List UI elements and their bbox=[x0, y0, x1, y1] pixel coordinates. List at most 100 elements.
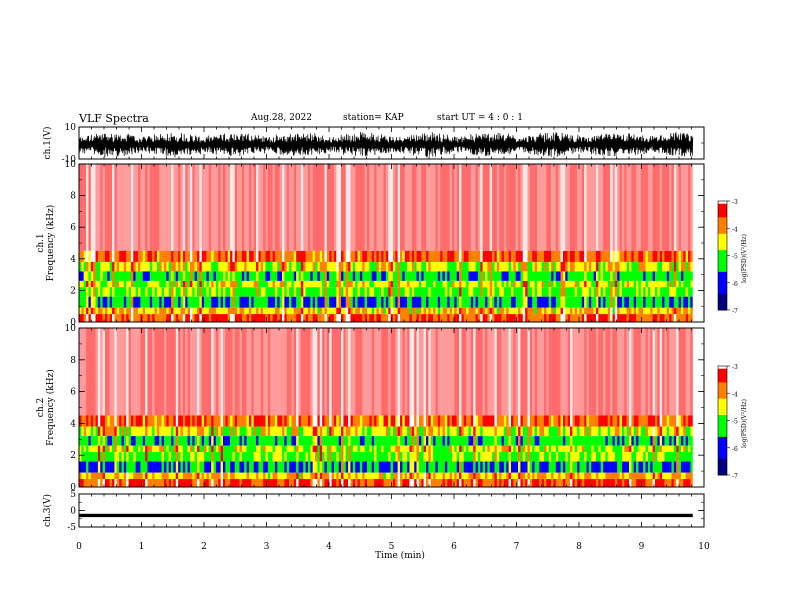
spectro-cell bbox=[156, 472, 160, 480]
spectro-cell bbox=[539, 472, 542, 480]
spectro-cell bbox=[102, 328, 106, 416]
spectro-cell bbox=[614, 271, 618, 281]
spectro-cell bbox=[548, 164, 552, 251]
spectro-cell bbox=[454, 280, 457, 288]
spectro-cell bbox=[322, 280, 325, 288]
spectro-cell bbox=[581, 445, 585, 453]
spectro-cell bbox=[414, 271, 417, 281]
spectro-cell bbox=[258, 415, 261, 427]
spectro-cell bbox=[555, 436, 559, 446]
spectro-cell bbox=[362, 415, 365, 427]
spectro-cell bbox=[532, 415, 535, 427]
spectro-cell bbox=[461, 296, 464, 308]
spectro-cell bbox=[369, 296, 372, 308]
spectro-cell bbox=[234, 328, 238, 416]
spectro-cell bbox=[603, 436, 606, 446]
spectro-cell bbox=[329, 287, 332, 297]
spectro-cell bbox=[182, 479, 186, 487]
spectro-cell bbox=[220, 307, 224, 315]
spectro-cell bbox=[331, 314, 335, 322]
spectro-cell bbox=[614, 164, 618, 251]
spectro-cell bbox=[369, 307, 372, 315]
spectro-cell bbox=[81, 328, 84, 416]
spectro-cell bbox=[440, 452, 443, 462]
spectro-cell bbox=[463, 445, 467, 453]
spectro-cell bbox=[284, 436, 287, 446]
spectro-cell bbox=[161, 415, 165, 427]
spectro-cell bbox=[626, 415, 630, 427]
start-ut-label: start UT = 4 : 0 : 1 bbox=[437, 113, 523, 123]
spectro-cell bbox=[83, 452, 87, 462]
spectro-cell bbox=[211, 307, 214, 315]
spectro-cell bbox=[145, 261, 148, 272]
spectro-cell bbox=[215, 280, 219, 288]
spectro-cell bbox=[395, 296, 398, 308]
spectro-cell bbox=[215, 472, 219, 480]
spectro-cell bbox=[163, 271, 167, 281]
spectro-cell bbox=[178, 307, 181, 315]
spectro-cell bbox=[324, 461, 328, 473]
spectro-cell bbox=[397, 164, 401, 251]
spectro-cell bbox=[603, 461, 606, 473]
spectro-cell bbox=[253, 271, 257, 281]
spectro-cell bbox=[447, 271, 450, 281]
spectro-cell bbox=[189, 461, 193, 473]
spectro-cell bbox=[81, 287, 84, 297]
spectro-cell bbox=[626, 261, 630, 272]
spectro-cell bbox=[199, 296, 202, 308]
spectro-cell bbox=[178, 426, 181, 437]
spectro-cell bbox=[678, 287, 682, 297]
spectro-cell bbox=[322, 328, 325, 416]
spectro-cell bbox=[369, 479, 372, 487]
spectro-cell bbox=[539, 445, 542, 453]
spectro-cell bbox=[345, 261, 349, 272]
spectro-cell bbox=[508, 426, 512, 437]
spectro-cell bbox=[621, 415, 625, 427]
spectro-cell bbox=[345, 280, 349, 288]
spectro-cell bbox=[610, 436, 613, 446]
spectro-cell bbox=[201, 445, 205, 453]
spectro-cell bbox=[390, 250, 394, 262]
spectro-cell bbox=[213, 479, 217, 487]
spectro-cell bbox=[607, 415, 611, 427]
spectro-cell bbox=[440, 164, 443, 251]
spectro-cell bbox=[326, 472, 330, 480]
spectro-cell bbox=[610, 328, 613, 416]
spectro-cell bbox=[579, 436, 583, 446]
spectro-cell bbox=[480, 250, 483, 262]
spectro-cell bbox=[536, 445, 540, 453]
spectro-cell bbox=[145, 328, 148, 416]
spectro-cell bbox=[163, 445, 167, 453]
spectro-cell bbox=[109, 472, 113, 480]
spectro-cell bbox=[451, 461, 455, 473]
spectro-cell bbox=[612, 250, 616, 262]
spectro-cell bbox=[598, 271, 601, 281]
spectro-cell bbox=[652, 307, 656, 315]
spectro-cell bbox=[567, 280, 571, 288]
spectro-cell bbox=[397, 461, 401, 473]
spectro-cell bbox=[366, 307, 370, 315]
spectro-cell bbox=[603, 261, 606, 272]
spectro-cell bbox=[357, 250, 361, 262]
spectro-cell bbox=[510, 436, 514, 446]
spectro-cell bbox=[138, 271, 141, 281]
spectro-cell bbox=[338, 271, 342, 281]
spectro-cell bbox=[400, 250, 403, 262]
spectro-cell bbox=[603, 280, 606, 288]
spectro-cell bbox=[440, 426, 443, 437]
spectro-cell bbox=[624, 280, 627, 288]
spectro-cell bbox=[459, 314, 462, 322]
spectro-cell bbox=[197, 452, 200, 462]
spectro-cell bbox=[572, 426, 575, 437]
spectro-cell bbox=[366, 250, 370, 262]
spectro-cell bbox=[553, 261, 557, 272]
spectro-cell bbox=[468, 426, 472, 437]
spectro-cell bbox=[520, 164, 523, 251]
spectro-cell bbox=[303, 164, 306, 251]
spectro-cell bbox=[145, 307, 148, 315]
spectro-cell bbox=[426, 472, 429, 480]
spectro-cell bbox=[414, 472, 417, 480]
spectro-cell bbox=[640, 426, 644, 437]
spectro-cell bbox=[166, 296, 169, 308]
spectro-cell bbox=[189, 452, 193, 462]
